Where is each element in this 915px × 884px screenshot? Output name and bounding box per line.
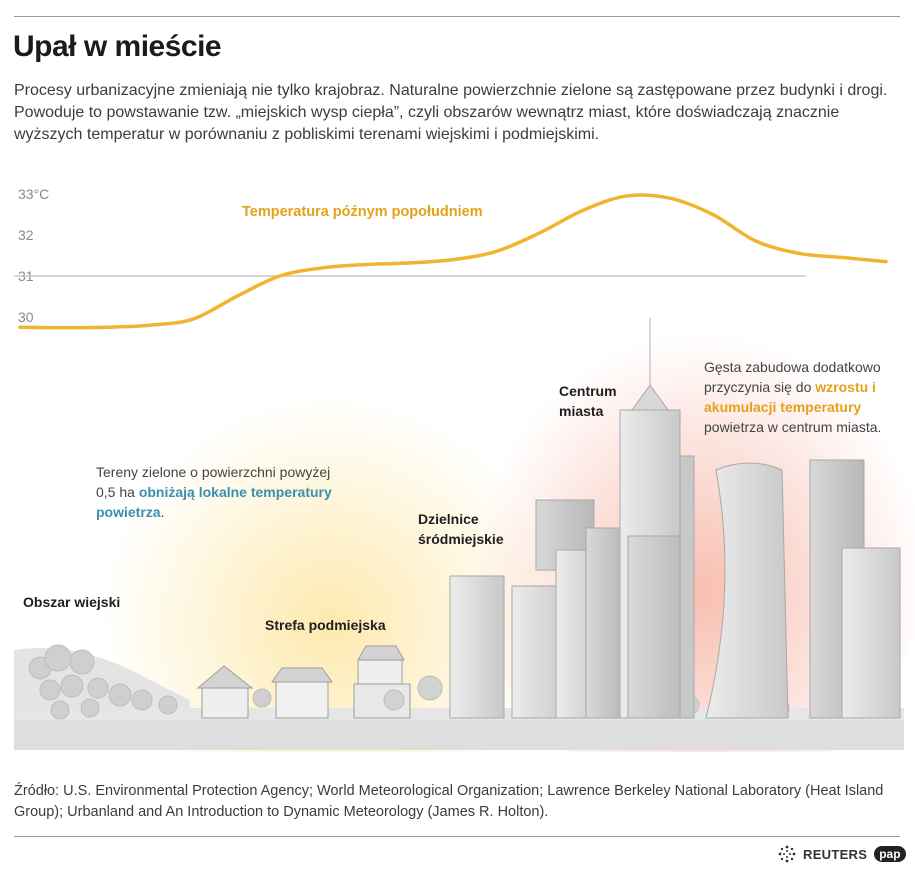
note-center-line2-text: przyczynia się do (704, 379, 816, 395)
zone-label-downtown-line2: śródmiejskie (418, 531, 504, 547)
intro-text: Procesy urbanizacyjne zmieniają nie tylk… (14, 82, 888, 143)
ground (14, 648, 904, 750)
note-green-line1: Tereny zielone o powierzchni powyżej (96, 464, 331, 480)
series-label: Temperatura późnym popołudniem (242, 204, 483, 220)
note-green-line3: powietrza. (96, 502, 386, 522)
downtown-buildings (449, 499, 625, 719)
zone-label-suburban: Strefa podmiejska (265, 617, 386, 633)
suburban-heat-glow (100, 350, 560, 752)
note-center-highlight-a: wzrostu i (815, 379, 876, 395)
note-green-areas: Tereny zielone o powierzchni powyżej 0,5… (96, 462, 386, 522)
note-center-line1: Gęsta zabudowa dodatkowo (704, 359, 881, 375)
note-green-line2: 0,5 ha obniżają lokalne temperatury (96, 482, 386, 502)
temperature-line (18, 193, 888, 330)
y-tick-label: 30 (18, 309, 34, 325)
bottom-rule (14, 836, 900, 837)
rural-trees (28, 644, 272, 720)
note-center: Gęsta zabudowa dodatkowo przyczynia się … (704, 357, 904, 437)
note-center-line2: przyczynia się do wzrostu i (704, 377, 904, 397)
y-tick-label: 33°C (18, 186, 49, 202)
top-rule (14, 16, 900, 17)
reuters-logo-text: REUTERS (803, 846, 868, 862)
note-center-highlight-b: akumulacji temperatury (704, 399, 862, 415)
source-text: Źródło: U.S. Environmental Protection Ag… (14, 783, 884, 820)
note-green-highlight-a: obniżają lokalne temperatury (138, 484, 332, 500)
reuters-logo-icon (778, 845, 796, 863)
zone-label-downtown-line1: Dzielnice (418, 511, 479, 527)
note-green-highlight-b: powietrza (96, 504, 161, 520)
logos: REUTERS pap (778, 843, 906, 865)
zone-label-downtown: Dzielnice śródmiejskie (418, 509, 504, 549)
zone-label-rural: Obszar wiejski (23, 594, 121, 610)
y-tick-label: 32 (18, 227, 34, 243)
zone-label-center: Centrum miasta (559, 381, 617, 421)
zone-label-center-line2: miasta (559, 403, 604, 419)
pap-logo: pap (874, 846, 906, 862)
suburban-houses (196, 645, 411, 719)
note-green-period: . (160, 504, 165, 520)
zone-label-center-line1: Centrum (559, 383, 617, 399)
page-title: Upał w mieście (13, 30, 222, 63)
center-buildings (619, 318, 901, 719)
note-green-area-value: 0,5 ha (96, 484, 139, 500)
note-center-line4: powietrza w centrum miasta. (704, 419, 882, 435)
